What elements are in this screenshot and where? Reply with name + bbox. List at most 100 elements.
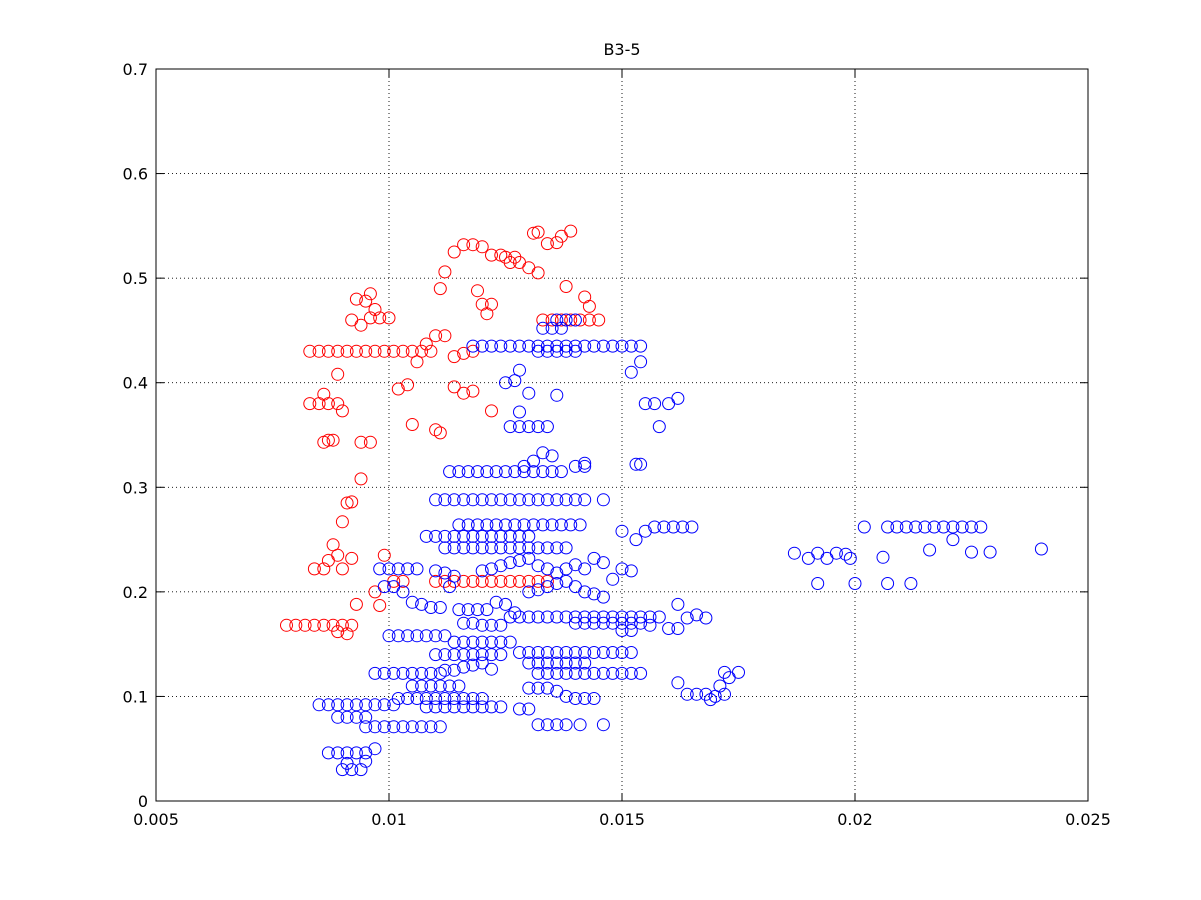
data-point — [513, 363, 526, 377]
data-point — [545, 465, 559, 479]
data-point — [485, 541, 498, 555]
data-point — [596, 646, 610, 659]
data-point — [321, 344, 335, 358]
data-point — [536, 465, 550, 479]
data-point — [554, 321, 568, 335]
data-point — [732, 665, 745, 679]
data-point — [615, 616, 629, 630]
data-point — [638, 524, 652, 538]
data-point — [540, 562, 554, 576]
data-point — [503, 256, 517, 269]
data-point — [466, 574, 480, 588]
data-point — [540, 666, 554, 680]
data-point — [606, 646, 620, 659]
data-point — [568, 656, 582, 670]
data-point — [466, 700, 480, 714]
data-point — [396, 344, 410, 358]
data-point — [475, 493, 489, 507]
data-point — [554, 465, 568, 479]
data-point — [550, 493, 564, 507]
data-point — [457, 692, 471, 705]
data-point — [424, 601, 438, 614]
data-point — [303, 344, 317, 358]
data-point — [540, 610, 554, 624]
data-point — [587, 646, 601, 659]
data-point — [671, 391, 685, 405]
y-tick-label: 0.7 — [123, 60, 148, 79]
data-point — [843, 551, 857, 565]
data-point — [573, 718, 587, 732]
data-point — [457, 346, 471, 360]
data-point — [363, 311, 377, 325]
data-point — [280, 618, 293, 632]
data-point — [582, 313, 596, 327]
data-point — [624, 365, 638, 379]
data-point — [522, 585, 536, 599]
data-point — [387, 720, 401, 734]
data-point — [550, 541, 564, 555]
data-point — [578, 616, 592, 630]
data-point — [559, 718, 573, 732]
data-point — [433, 426, 447, 440]
data-point — [359, 344, 373, 358]
data-point — [718, 665, 731, 679]
data-point — [396, 585, 410, 599]
data-point — [475, 574, 489, 588]
data-point — [401, 629, 415, 643]
data-point — [419, 529, 433, 543]
data-point — [531, 646, 545, 659]
data-point — [522, 420, 536, 434]
data-point — [391, 692, 405, 705]
data-point — [550, 577, 564, 590]
data-point — [475, 564, 489, 578]
data-point — [447, 493, 461, 507]
data-point — [624, 564, 638, 578]
data-point — [475, 339, 489, 353]
data-point — [508, 606, 522, 620]
data-point — [419, 337, 433, 351]
data-point — [829, 546, 843, 560]
data-point — [513, 339, 526, 353]
data-point — [624, 610, 638, 624]
data-point — [540, 718, 554, 732]
data-point — [368, 698, 382, 712]
data-point — [335, 404, 349, 418]
data-point — [876, 550, 890, 564]
data-point — [550, 313, 564, 327]
data-point — [545, 518, 559, 532]
data-point — [508, 250, 522, 264]
data-point — [587, 339, 601, 353]
data-point — [596, 718, 610, 732]
data-point — [531, 718, 545, 732]
data-point — [331, 625, 345, 639]
data-point — [354, 318, 368, 332]
data-point — [377, 580, 391, 594]
data-point — [382, 562, 396, 576]
data-point — [652, 610, 666, 624]
x-tick-label: 0.02 — [837, 810, 873, 829]
data-point — [965, 520, 978, 534]
data-point — [401, 692, 415, 705]
data-point — [881, 520, 895, 534]
data-point — [326, 538, 340, 552]
data-point — [321, 397, 335, 411]
data-point — [391, 562, 405, 576]
data-point — [606, 572, 620, 586]
data-point — [494, 493, 508, 507]
data-point — [503, 574, 517, 588]
data-point — [461, 465, 475, 479]
data-point — [648, 520, 662, 534]
data-point — [475, 656, 489, 670]
data-point — [405, 595, 419, 609]
series-2 — [312, 313, 1048, 777]
data-point — [457, 493, 471, 507]
data-point — [466, 541, 480, 555]
data-point — [615, 610, 629, 624]
data-point — [540, 580, 554, 594]
data-point — [321, 698, 335, 712]
data-point — [438, 329, 452, 343]
data-point — [457, 541, 471, 555]
data-point — [415, 597, 429, 611]
data-point — [522, 681, 536, 695]
